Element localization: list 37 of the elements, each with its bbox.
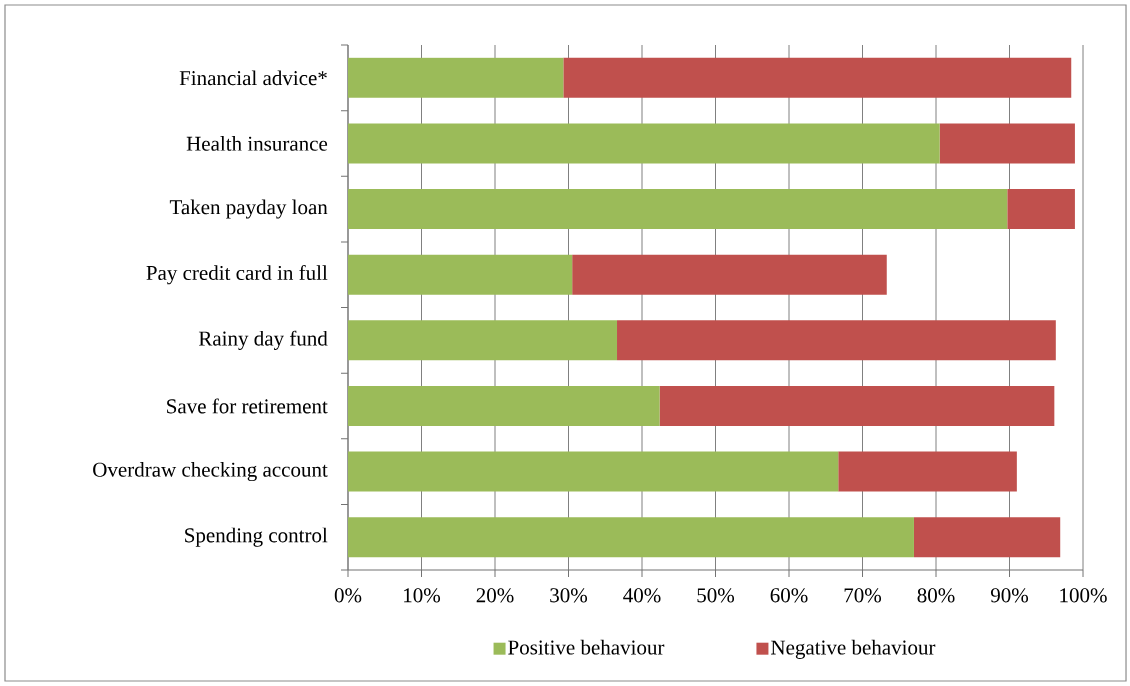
x-tick-label: 50%: [697, 588, 735, 603]
y-tick-label: Rainy day fund: [198, 330, 328, 350]
y-tick-label: Health insurance: [186, 136, 328, 151]
legend-label: Negative behaviour: [771, 639, 936, 659]
bar: [348, 123, 940, 164]
x-tick-label: 40%: [623, 588, 661, 603]
y-tick-label: Overdraw checking account: [93, 462, 328, 482]
bar: [572, 254, 887, 295]
x-tick-label: 30%: [550, 588, 588, 603]
x-tick-label: 80%: [917, 588, 955, 603]
y-tick-label: Spending control: [185, 527, 328, 547]
x-tick-label: 20%: [476, 588, 514, 603]
bar: [348, 517, 914, 558]
bar: [348, 385, 660, 426]
x-tick-label: 0%: [334, 588, 362, 603]
y-tick-label: Financial advice*: [179, 70, 327, 86]
legend-label: Positive behaviour: [508, 639, 665, 655]
x-tick-label: 90%: [990, 588, 1029, 603]
bar: [348, 320, 618, 361]
bar: [348, 254, 573, 295]
y-tick-label: Save for retirement: [167, 398, 328, 414]
bar: [659, 385, 1055, 426]
bar: [1007, 189, 1075, 230]
y-tick-label: Pay credit card in full: [146, 265, 328, 285]
x-tick-label: 10%: [404, 588, 441, 603]
bar: [617, 320, 1056, 361]
x-tick-label: 100%: [1060, 588, 1107, 603]
bar: [939, 123, 1075, 164]
bar: [348, 57, 564, 98]
bar: [348, 189, 1008, 230]
bar: [913, 517, 1061, 558]
bar: [838, 451, 1017, 492]
bar: [563, 57, 1072, 98]
x-tick-label: 70%: [844, 588, 882, 603]
x-tick-label: 60%: [770, 588, 808, 603]
bar: [348, 451, 839, 492]
y-tick-label: Taken payday loan: [169, 199, 328, 219]
